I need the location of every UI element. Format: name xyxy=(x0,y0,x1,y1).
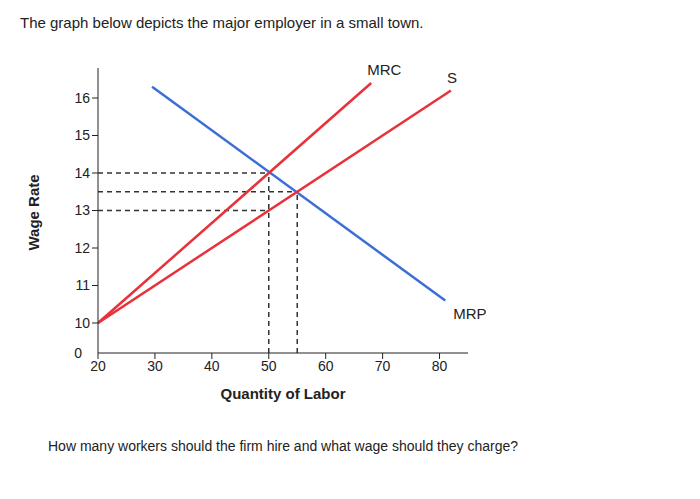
html-text:How many workers should the fi: How many workers should the firm hire an… xyxy=(48,438,518,454)
svg-text:10: 10 xyxy=(74,315,90,331)
svg-text:Wage Rate: Wage Rate xyxy=(25,174,42,250)
svg-text:11: 11 xyxy=(75,277,90,293)
svg-text:14: 14 xyxy=(74,165,90,181)
svg-text:30: 30 xyxy=(147,358,163,374)
svg-text:MRC: MRC xyxy=(367,61,401,78)
svg-text:80: 80 xyxy=(432,358,448,374)
svg-text:70: 70 xyxy=(375,358,391,374)
svg-text:16: 16 xyxy=(74,90,90,106)
svg-text:0: 0 xyxy=(74,345,82,361)
html-text:The graph below depicts the ma: The graph below depicts the major employ… xyxy=(20,14,424,31)
svg-text:15: 15 xyxy=(74,127,90,143)
svg-text:Quantity of Labor: Quantity of Labor xyxy=(221,385,346,402)
svg-text:50: 50 xyxy=(261,358,277,374)
svg-text:20: 20 xyxy=(90,358,106,374)
svg-text:MRP: MRP xyxy=(453,305,486,322)
svg-text:S: S xyxy=(447,69,457,86)
svg-text:40: 40 xyxy=(204,358,220,374)
svg-text:12: 12 xyxy=(74,240,90,256)
svg-text:60: 60 xyxy=(318,358,334,374)
svg-text:13: 13 xyxy=(74,202,90,218)
